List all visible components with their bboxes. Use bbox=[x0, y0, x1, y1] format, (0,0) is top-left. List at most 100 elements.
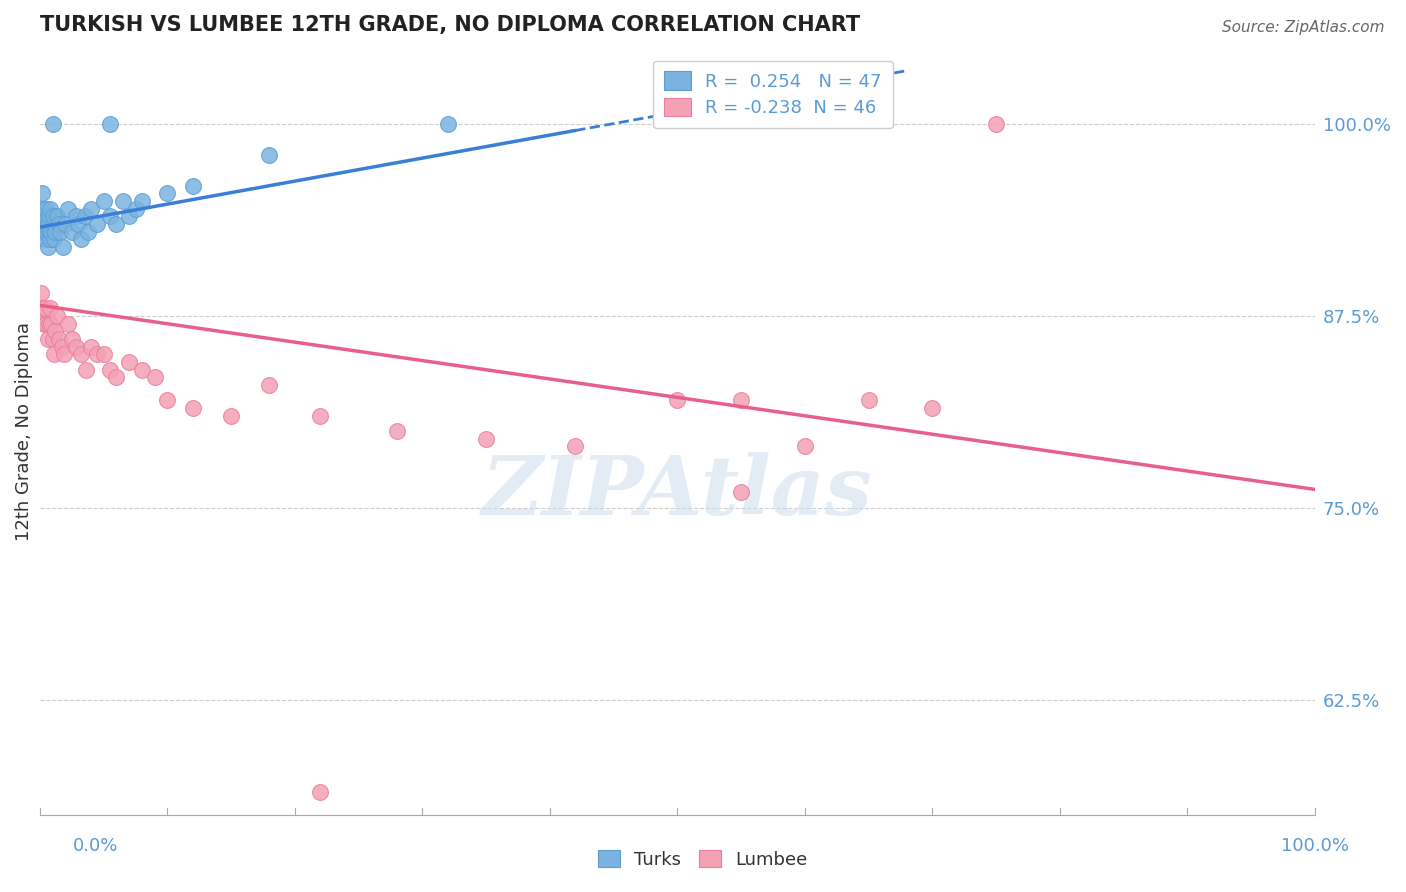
Turks bbox=[105, 217, 128, 231]
Turks bbox=[259, 148, 281, 162]
Turks bbox=[55, 217, 77, 231]
Turks bbox=[41, 210, 63, 224]
Turks bbox=[156, 186, 179, 201]
Text: 0.0%: 0.0% bbox=[73, 837, 118, 855]
Lumbee bbox=[181, 401, 204, 416]
Lumbee bbox=[30, 286, 52, 301]
Turks bbox=[111, 194, 134, 208]
Lumbee bbox=[69, 347, 91, 361]
Turks bbox=[30, 217, 52, 231]
Turks bbox=[49, 225, 72, 239]
Lumbee bbox=[60, 332, 83, 346]
Turks bbox=[38, 225, 60, 239]
Lumbee bbox=[730, 393, 752, 408]
Turks bbox=[32, 217, 55, 231]
Lumbee bbox=[41, 317, 63, 331]
Text: TURKISH VS LUMBEE 12TH GRADE, NO DIPLOMA CORRELATION CHART: TURKISH VS LUMBEE 12TH GRADE, NO DIPLOMA… bbox=[39, 15, 860, 35]
Lumbee bbox=[35, 317, 58, 331]
Turks bbox=[41, 117, 63, 131]
Lumbee bbox=[793, 440, 815, 454]
Turks bbox=[42, 232, 65, 246]
Lumbee bbox=[80, 340, 103, 354]
Turks bbox=[118, 210, 141, 224]
Lumbee bbox=[564, 440, 586, 454]
Turks bbox=[69, 232, 91, 246]
Lumbee bbox=[45, 309, 67, 323]
Turks bbox=[98, 210, 121, 224]
Lumbee bbox=[858, 393, 880, 408]
Lumbee bbox=[475, 432, 498, 446]
Lumbee bbox=[105, 370, 128, 384]
Lumbee bbox=[28, 225, 51, 239]
Turks bbox=[41, 217, 63, 231]
Turks bbox=[34, 210, 56, 224]
Lumbee bbox=[219, 409, 242, 423]
Turks bbox=[38, 210, 60, 224]
Lumbee bbox=[984, 117, 1007, 131]
Turks bbox=[35, 225, 58, 239]
Turks bbox=[44, 225, 66, 239]
Lumbee bbox=[666, 393, 689, 408]
Turks bbox=[86, 217, 108, 231]
Turks bbox=[37, 240, 59, 254]
Lumbee bbox=[44, 325, 66, 339]
Turks bbox=[32, 210, 55, 224]
Legend: R =  0.254   N = 47, R = -0.238  N = 46: R = 0.254 N = 47, R = -0.238 N = 46 bbox=[652, 61, 893, 128]
Turks bbox=[45, 210, 67, 224]
Turks bbox=[48, 217, 70, 231]
Turks bbox=[34, 232, 56, 246]
Turks bbox=[52, 240, 75, 254]
Lumbee bbox=[921, 401, 943, 416]
Lumbee bbox=[37, 332, 59, 346]
Turks bbox=[41, 225, 63, 239]
Text: Source: ZipAtlas.com: Source: ZipAtlas.com bbox=[1222, 20, 1385, 35]
Lumbee bbox=[259, 378, 281, 392]
Turks bbox=[39, 232, 62, 246]
Turks bbox=[93, 194, 115, 208]
Lumbee bbox=[53, 347, 76, 361]
Lumbee bbox=[41, 332, 63, 346]
Lumbee bbox=[48, 332, 70, 346]
Turks bbox=[131, 194, 153, 208]
Turks bbox=[67, 217, 90, 231]
Turks bbox=[56, 202, 79, 216]
Turks bbox=[31, 202, 53, 216]
Lumbee bbox=[143, 370, 166, 384]
Turks bbox=[80, 202, 103, 216]
Lumbee bbox=[31, 301, 53, 316]
Lumbee bbox=[39, 301, 62, 316]
Turks bbox=[124, 202, 146, 216]
Turks bbox=[60, 225, 83, 239]
Lumbee bbox=[56, 317, 79, 331]
Lumbee bbox=[98, 363, 121, 377]
Legend: Turks, Lumbee: Turks, Lumbee bbox=[591, 843, 815, 876]
Turks bbox=[77, 225, 100, 239]
Lumbee bbox=[42, 347, 65, 361]
Turks bbox=[35, 202, 58, 216]
Lumbee bbox=[38, 317, 60, 331]
Lumbee bbox=[86, 347, 108, 361]
Text: 100.0%: 100.0% bbox=[1281, 837, 1348, 855]
Turks bbox=[37, 217, 59, 231]
Lumbee bbox=[75, 363, 97, 377]
Turks bbox=[98, 117, 121, 131]
Lumbee bbox=[32, 317, 55, 331]
Lumbee bbox=[156, 393, 179, 408]
Turks bbox=[31, 186, 53, 201]
Lumbee bbox=[65, 340, 87, 354]
Turks bbox=[181, 178, 204, 193]
Turks bbox=[39, 202, 62, 216]
Turks bbox=[437, 117, 460, 131]
Lumbee bbox=[34, 301, 56, 316]
Text: ZIPAtlas: ZIPAtlas bbox=[482, 452, 873, 533]
Lumbee bbox=[51, 340, 73, 354]
Lumbee bbox=[309, 409, 332, 423]
Y-axis label: 12th Grade, No Diploma: 12th Grade, No Diploma bbox=[15, 322, 32, 541]
Lumbee bbox=[131, 363, 153, 377]
Lumbee bbox=[730, 485, 752, 500]
Lumbee bbox=[118, 355, 141, 369]
Turks bbox=[65, 210, 87, 224]
Lumbee bbox=[309, 784, 332, 798]
Lumbee bbox=[385, 424, 408, 438]
Turks bbox=[73, 210, 96, 224]
